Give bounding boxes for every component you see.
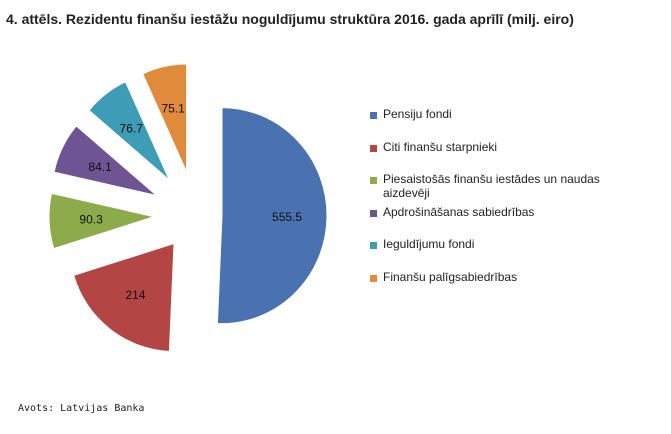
legend-swatch: [370, 210, 377, 217]
legend-swatch: [370, 112, 377, 119]
legend-swatch: [370, 177, 377, 184]
legend-item-piesaistosas-finansu-iestades: Piesaistošās finanšu iestādes un naudas …: [370, 172, 600, 200]
pie-slice-pensiju-fondi: [216, 107, 328, 325]
legend-swatch: [370, 145, 377, 152]
legend-label: Apdrošināšanas sabiedrības: [383, 205, 535, 219]
pie-slice-piesaistosas-finansu-iestades-un-naudas-aizdeveji: [48, 192, 156, 250]
legend-label: Pensiju fondi: [383, 107, 452, 121]
data-label-ieguldijumu-fondi: 76.7: [120, 121, 144, 135]
legend-item-pensiju-fondi: Pensiju fondi: [370, 107, 600, 121]
chart-title: 4. attēls. Rezidentu finanšu iestāžu nog…: [6, 11, 574, 27]
legend-swatch: [370, 275, 377, 282]
legend-label: Finanšu palīgsabiedrības: [383, 270, 518, 284]
legend-item-apdrosinasanas-sabiedribas: Apdrošināšanas sabiedrības: [370, 205, 600, 219]
pie-slice-finansu-paligsabiedribas: [142, 63, 188, 173]
data-label-apdrosinasanas-sabiedribas: 84.1: [88, 160, 112, 174]
legend-swatch: [370, 242, 377, 249]
data-label-pensiju-fondi: 555.5: [272, 210, 302, 224]
legend-item-ieguldijumu-fondi: Ieguldījumu fondi: [370, 237, 600, 251]
legend-label: Ieguldījumu fondi: [383, 237, 475, 251]
pie-slice-ieguldijumu-fondi: [88, 81, 170, 181]
pie-slice-citi-finansu-starpnieki: [73, 242, 175, 352]
data-label-piesaistosas-finansu-iestades-un-naudas-aizdeveji: 90.3: [79, 212, 103, 226]
legend-label: Piesaistošās finanšu iestādes un naudas …: [383, 172, 600, 200]
legend-label: Citi finanšu starpnieki: [383, 140, 498, 154]
data-label-citi-finansu-starpnieki: 214: [125, 288, 145, 302]
pie-slice-apdrosinasanas-sabiedribas: [53, 125, 157, 196]
legend-item-finansu-paligsabiedribas: Finanšu palīgsabiedrības: [370, 270, 600, 284]
data-label-finansu-paligsabiedribas: 75.1: [161, 102, 185, 116]
source-note: Avots: Latvijas Banka: [18, 403, 145, 414]
legend-item-citi-finansu-starpnieki: Citi finanšu starpnieki: [370, 140, 600, 154]
